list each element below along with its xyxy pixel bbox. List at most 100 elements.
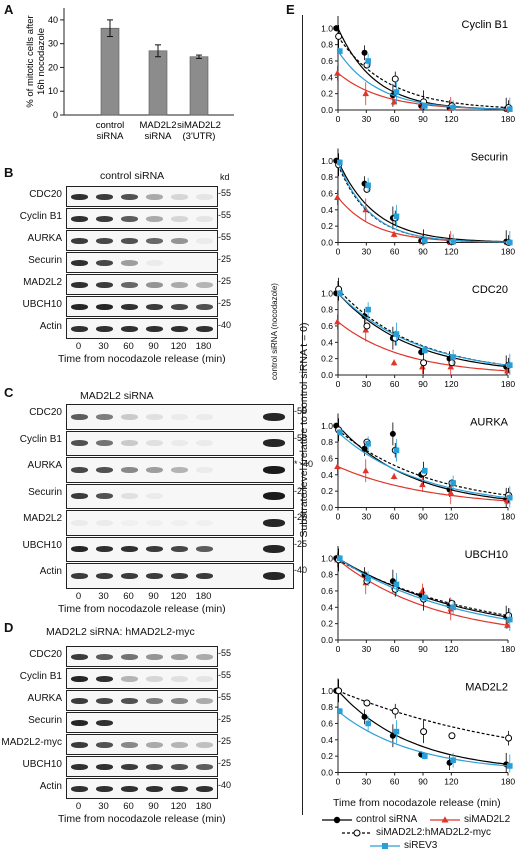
blot-row-label: CDC20 [29,189,62,200]
blot-band [95,719,114,726]
x-tick-label: 90 [418,512,428,522]
data-point [505,734,513,742]
time-label: 120 [170,590,187,602]
blot-band [95,440,114,447]
y-tick-label: 1.0 [321,421,333,431]
data-point [507,616,513,623]
data-point [391,707,399,715]
data-point [334,69,341,76]
data-point [422,753,428,759]
blot-band [195,697,214,704]
blot-band [70,303,89,310]
blot-band [95,325,114,332]
y-tick-label: 0.8 [321,437,333,447]
data-point [447,489,455,496]
time-label: 30 [98,590,109,602]
blot-row-label: MAD2L2-myc [1,737,62,748]
blot-band [70,546,89,553]
y-tick-label: 0.4 [321,735,333,745]
y-tick-label: 1.0 [321,156,333,166]
blot-band [145,546,164,553]
y-tick-label: 0.2 [321,354,333,364]
legend-rescue-label: siMAD2L2:hMAD2L2-myc [376,827,492,838]
blot-band [170,281,189,288]
data-point [448,359,456,367]
blot-band [170,237,189,244]
data-point [507,239,513,246]
y-tick-label: 0.6 [321,56,333,66]
data-point [337,555,343,562]
blot-band [195,741,214,748]
blot-band [170,325,189,332]
x-tick-label: 180 [501,114,515,124]
time-label: 120 [170,341,187,352]
fit-curve-3 [337,710,509,767]
blot-band [95,259,114,266]
blot-band [95,697,114,704]
blot-band [120,193,139,200]
blot-band [170,546,189,553]
blot-row-label: Actin [39,321,62,332]
blot-strip [66,734,218,755]
data-point [419,363,426,370]
blot-band [95,466,114,473]
x-tick-label: 30 [362,379,372,389]
panel-a-bar-chart: 0 10 20 30 40% of mitotic cells after16h noc… [25,8,234,142]
x-tick-label: 90 [418,777,428,787]
x-tick-label: 0 [336,247,341,257]
time-label: 180 [195,590,212,602]
blot-row-label: Cyclin B1 [19,433,62,445]
kd-marker: -25 [218,758,232,768]
x-tick-label: 180 [501,247,515,257]
blot-band [70,719,89,726]
control-lane-band [263,439,285,448]
x-tick-label: 90 [418,114,428,124]
data-point [507,494,513,501]
blot-band [95,572,114,579]
data-point [361,49,368,56]
y-tick-label: 0.4 [321,470,333,480]
x-tick-label: 60 [390,644,400,654]
blot-band [195,763,214,770]
blot-band [145,466,164,473]
blot-band [70,741,89,748]
x-tick-label: 180 [501,512,515,522]
blot-strip [66,252,218,273]
blot-title: control siRNA [100,170,165,182]
blot-strip [66,668,218,689]
blot-band [120,763,139,770]
x-tick-label: 30 [362,777,372,787]
x-tick-label: 0 [336,379,341,389]
blot-band [120,546,139,553]
kd-marker: -55 [218,210,232,220]
plot-title: Securin [471,152,508,164]
x-tick-label: 120 [444,379,458,389]
data-point [390,472,398,479]
data-point [422,594,428,601]
blot-band [95,519,114,526]
kd-header: kd [220,172,230,182]
data-point [362,90,370,97]
data-point [507,106,513,112]
blot-title: MAD2L2 siRNA [80,390,154,402]
x-tick-label: 60 [390,114,400,124]
control-lane-band [263,571,285,580]
blot-band [95,413,114,420]
y-tick-label: 1.0 [321,686,333,696]
data-point [334,194,341,201]
time-label: 90 [148,801,159,812]
fit-curve-2 [337,429,509,496]
x-tick-label: 180 [501,644,515,654]
blot-strip [66,318,218,339]
data-point [507,362,513,368]
data-point [393,447,400,454]
blot-x-axis-label: Time from nocodazole release (min) [58,602,226,615]
blot-strip [66,186,218,207]
blot-band [95,653,114,660]
data-point [450,604,456,611]
data-point [391,75,399,83]
data-point [450,480,456,486]
blot-row-label: CDC20 [29,407,62,418]
control-lane-label: control siRNA (nocodazole) [270,283,279,380]
blot-band [70,493,89,500]
